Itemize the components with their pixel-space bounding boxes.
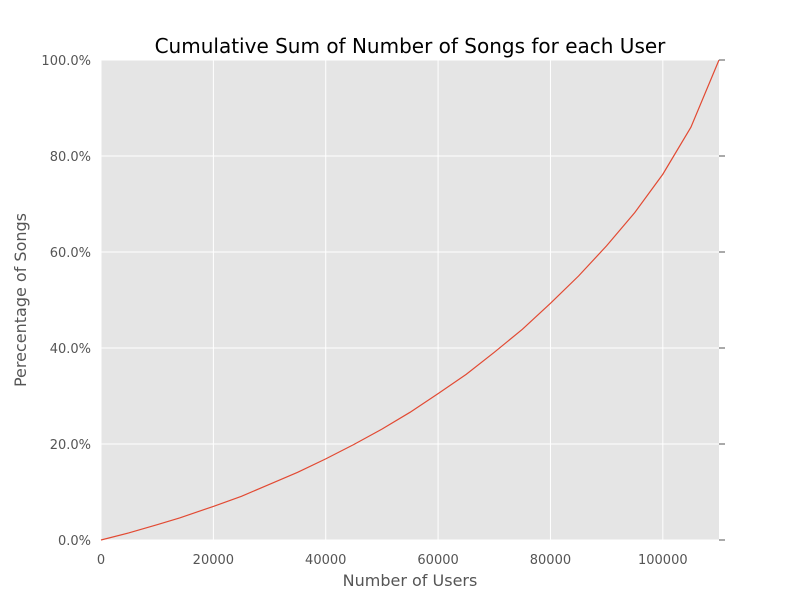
y-axis-label: Perecentage of Songs [11,213,30,387]
x-tick-label: 80000 [530,553,571,568]
ticks-layer: 0 20000 40000 60000 80000 100000 0.0% 20.0% 40.0… [41,54,725,568]
series-line [100,59,720,541]
x-axis-label: Number of Users [343,571,478,590]
y-tick-label: 20.0% [50,438,91,453]
x-tick-label: 40000 [305,553,346,568]
y-tick-label: 80.0% [50,150,91,165]
y-tick-label: 0.0% [58,534,91,549]
y-tick-label: 40.0% [50,342,91,357]
y-tick-label: 60.0% [50,246,91,261]
x-tick-label: 100000 [638,553,688,568]
chart-title: Cumulative Sum of Number of Songs for ea… [155,34,667,58]
x-tick-label: 60000 [417,553,458,568]
grid-layer [100,59,719,541]
x-tick-label: 20000 [193,553,234,568]
plot-background [101,60,719,540]
x-tick-label: 0 [97,553,105,568]
series-layer [100,59,720,541]
y-tick-label: 100.0% [41,54,91,69]
